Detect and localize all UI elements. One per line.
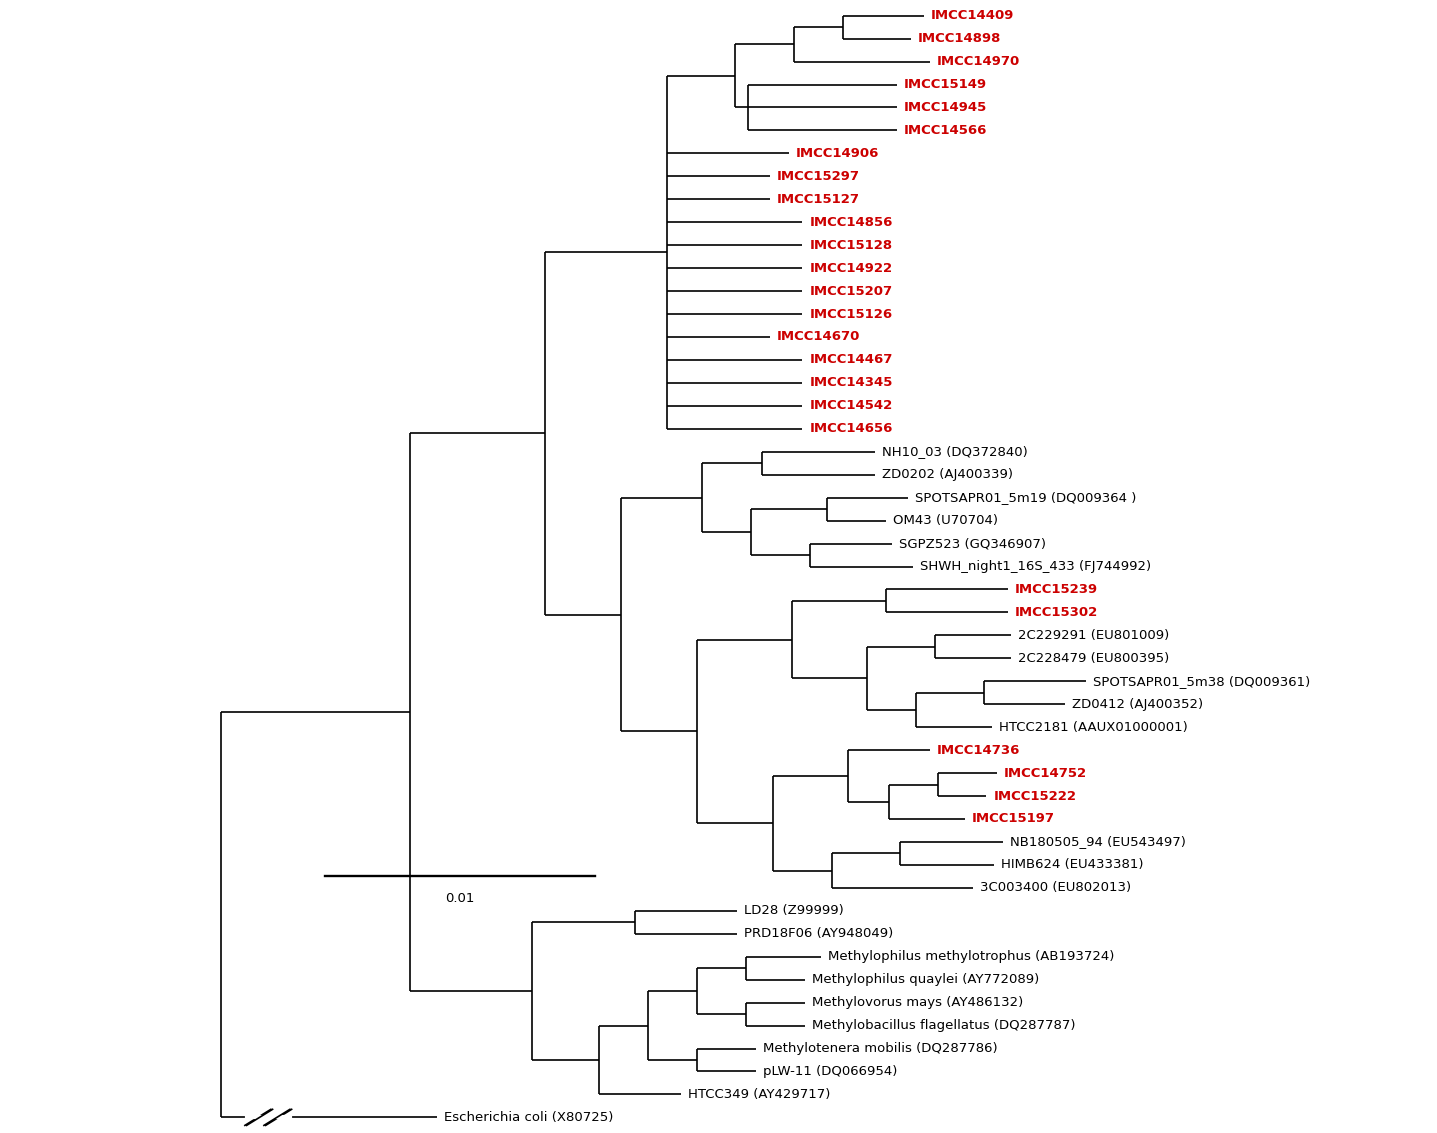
Text: 2C228479 (EU800395): 2C228479 (EU800395)	[1017, 651, 1168, 665]
Text: pLW-11 (DQ066954): pLW-11 (DQ066954)	[763, 1065, 898, 1077]
Text: IMCC14467: IMCC14467	[809, 353, 892, 366]
Text: IMCC14542: IMCC14542	[809, 399, 892, 412]
Text: IMCC14345: IMCC14345	[809, 376, 892, 390]
Text: IMCC14409: IMCC14409	[931, 9, 1015, 23]
Text: ZD0202 (AJ400339): ZD0202 (AJ400339)	[882, 468, 1013, 482]
Text: Methylotenera mobilis (DQ287786): Methylotenera mobilis (DQ287786)	[763, 1042, 997, 1055]
Text: IMCC15239: IMCC15239	[1015, 583, 1098, 596]
Text: Methylovorus mays (AY486132): Methylovorus mays (AY486132)	[812, 996, 1023, 1010]
Text: 0.01: 0.01	[445, 893, 474, 905]
Text: IMCC14670: IMCC14670	[777, 331, 861, 343]
Text: LD28 (Z99999): LD28 (Z99999)	[744, 904, 844, 918]
Text: IMCC14736: IMCC14736	[937, 743, 1020, 757]
Text: IMCC14856: IMCC14856	[809, 215, 892, 229]
Text: SPOTSAPR01_5m19 (DQ009364 ): SPOTSAPR01_5m19 (DQ009364 )	[915, 491, 1137, 504]
Text: IMCC15127: IMCC15127	[777, 193, 859, 206]
Text: IMCC15222: IMCC15222	[993, 790, 1076, 802]
Text: Methylophilus methylotrophus (AB193724): Methylophilus methylotrophus (AB193724)	[828, 951, 1115, 963]
Text: HTCC2181 (AAUX01000001): HTCC2181 (AAUX01000001)	[999, 721, 1187, 734]
Text: NH10_03 (DQ372840): NH10_03 (DQ372840)	[882, 445, 1027, 458]
Text: SHWH_night1_16S_433 (FJ744992): SHWH_night1_16S_433 (FJ744992)	[920, 560, 1151, 573]
Text: IMCC14566: IMCC14566	[904, 123, 987, 137]
Text: SGPZ523 (GQ346907): SGPZ523 (GQ346907)	[898, 537, 1046, 550]
Text: IMCC14945: IMCC14945	[904, 101, 987, 114]
Text: Methylophilus quaylei (AY772089): Methylophilus quaylei (AY772089)	[812, 973, 1039, 986]
Text: IMCC14906: IMCC14906	[796, 147, 879, 160]
Text: Methylobacillus flagellatus (DQ287787): Methylobacillus flagellatus (DQ287787)	[812, 1019, 1075, 1032]
Text: IMCC14898: IMCC14898	[918, 32, 1002, 45]
Text: IMCC14752: IMCC14752	[1004, 767, 1088, 780]
Text: 2C229291 (EU801009): 2C229291 (EU801009)	[1017, 629, 1168, 642]
Text: IMCC15149: IMCC15149	[904, 78, 987, 91]
Text: IMCC15207: IMCC15207	[809, 284, 892, 298]
Text: 3C003400 (EU802013): 3C003400 (EU802013)	[980, 881, 1131, 894]
Text: IMCC15302: IMCC15302	[1015, 606, 1098, 619]
Text: HTCC349 (AY429717): HTCC349 (AY429717)	[687, 1088, 831, 1101]
Text: SPOTSAPR01_5m38 (DQ009361): SPOTSAPR01_5m38 (DQ009361)	[1094, 675, 1311, 688]
Text: IMCC15197: IMCC15197	[971, 812, 1055, 826]
Text: IMCC15126: IMCC15126	[809, 307, 892, 321]
Text: Escherichia coli (X80725): Escherichia coli (X80725)	[444, 1110, 614, 1124]
Text: IMCC14656: IMCC14656	[809, 423, 892, 435]
Text: IMCC15128: IMCC15128	[809, 239, 892, 252]
Text: ZD0412 (AJ400352): ZD0412 (AJ400352)	[1072, 698, 1203, 710]
Text: HIMB624 (EU433381): HIMB624 (EU433381)	[1002, 859, 1144, 871]
Text: IMCC15297: IMCC15297	[777, 170, 859, 182]
Text: NB180505_94 (EU543497): NB180505_94 (EU543497)	[1010, 835, 1186, 849]
Text: PRD18F06 (AY948049): PRD18F06 (AY948049)	[744, 927, 894, 940]
Text: OM43 (U70704): OM43 (U70704)	[894, 514, 999, 527]
Text: IMCC14922: IMCC14922	[809, 262, 892, 274]
Text: IMCC14970: IMCC14970	[937, 56, 1020, 68]
